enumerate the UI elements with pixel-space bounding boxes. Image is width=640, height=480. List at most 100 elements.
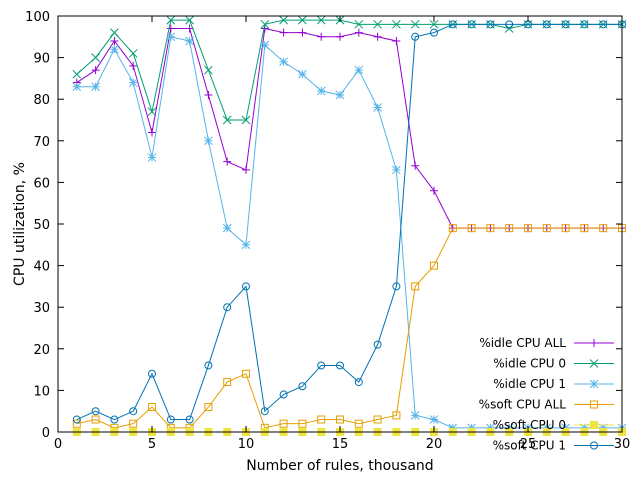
series-group	[72, 15, 627, 436]
data-point	[542, 224, 551, 233]
data-point	[241, 115, 251, 125]
data-point	[129, 407, 138, 416]
data-point	[504, 24, 514, 33]
data-point	[448, 20, 457, 29]
data-point	[580, 224, 589, 233]
data-point	[91, 407, 100, 416]
data-point	[241, 240, 251, 250]
data-point	[147, 153, 157, 162]
y-tick-label: 40	[33, 260, 50, 275]
data-point	[336, 32, 344, 41]
data-point	[128, 78, 138, 87]
data-point	[204, 65, 213, 75]
data-point	[599, 224, 608, 233]
data-point	[279, 390, 288, 399]
data-point	[430, 28, 438, 37]
data-point	[524, 224, 532, 233]
data-point	[298, 15, 307, 25]
legend-entry: %soft CPU 0	[493, 418, 614, 432]
data-point	[148, 403, 156, 412]
x-tick-label: 30	[614, 437, 631, 452]
data-point	[298, 419, 307, 428]
data-point	[373, 415, 382, 424]
x-tick-label: 0	[54, 437, 62, 452]
series-2	[72, 32, 627, 433]
data-point	[505, 20, 514, 29]
legend-swatch-marker	[590, 421, 598, 429]
y-tick-label: 30	[33, 301, 50, 316]
data-point	[204, 136, 213, 146]
data-point	[166, 32, 176, 42]
data-point	[204, 91, 213, 100]
data-point	[373, 32, 382, 41]
data-point	[354, 65, 364, 75]
legend-entry: %idle CPU ALL	[479, 336, 614, 350]
data-point	[504, 423, 514, 433]
y-tick-label: 100	[25, 10, 50, 25]
data-point	[128, 49, 138, 58]
data-point	[110, 415, 119, 424]
data-point	[373, 103, 382, 112]
series-1	[72, 15, 627, 125]
data-point	[185, 415, 194, 424]
data-point	[411, 282, 420, 291]
y-tick-label: 0	[42, 426, 50, 441]
data-point	[505, 224, 514, 233]
data-point	[222, 115, 232, 125]
data-point	[279, 15, 288, 25]
data-point	[279, 28, 288, 37]
data-point	[279, 419, 288, 428]
x-tick-label: 10	[238, 437, 255, 452]
data-point	[129, 419, 138, 428]
data-point	[223, 303, 232, 312]
data-point	[580, 423, 589, 433]
x-tick-label: 15	[332, 437, 349, 452]
data-point	[166, 15, 176, 25]
data-point	[72, 82, 82, 92]
data-point	[260, 19, 270, 29]
data-point	[467, 423, 476, 433]
data-point	[91, 53, 100, 62]
series-3	[72, 224, 626, 432]
data-point	[317, 415, 326, 424]
data-point	[336, 361, 344, 370]
data-point	[542, 423, 552, 433]
legend-swatch-marker	[590, 400, 598, 409]
x-tick-label: 20	[426, 437, 443, 452]
data-point	[204, 403, 213, 412]
data-point	[410, 411, 420, 420]
legend-swatch-marker	[590, 441, 598, 450]
data-point	[467, 20, 476, 29]
data-point	[429, 415, 439, 424]
data-point	[317, 32, 326, 41]
x-axis-label: Number of rules, thousand	[246, 458, 433, 474]
data-point	[72, 415, 81, 424]
data-point	[204, 361, 213, 370]
data-point	[599, 20, 608, 29]
data-point	[486, 224, 495, 233]
data-point	[91, 415, 100, 424]
data-point	[316, 15, 326, 25]
data-point	[354, 419, 363, 428]
x-tick-label: 25	[520, 437, 537, 452]
data-point	[354, 378, 363, 387]
y-tick-label: 80	[33, 93, 50, 108]
legend-label: %soft CPU ALL	[479, 398, 567, 412]
data-point	[242, 369, 250, 378]
data-point	[410, 19, 420, 29]
data-point	[147, 107, 157, 117]
data-point	[242, 282, 250, 291]
x-tick-label: 5	[148, 437, 156, 452]
y-tick-label: 60	[33, 176, 50, 191]
y-tick-label: 20	[33, 343, 50, 358]
legend-label: %idle CPU ALL	[479, 336, 566, 350]
y-tick-label: 50	[33, 218, 50, 233]
data-point	[72, 69, 82, 79]
series-line	[76, 27, 622, 229]
data-point	[110, 36, 119, 45]
data-point	[260, 40, 270, 50]
data-point	[336, 415, 344, 424]
legend-swatch-marker	[589, 359, 599, 368]
data-point	[448, 423, 458, 433]
